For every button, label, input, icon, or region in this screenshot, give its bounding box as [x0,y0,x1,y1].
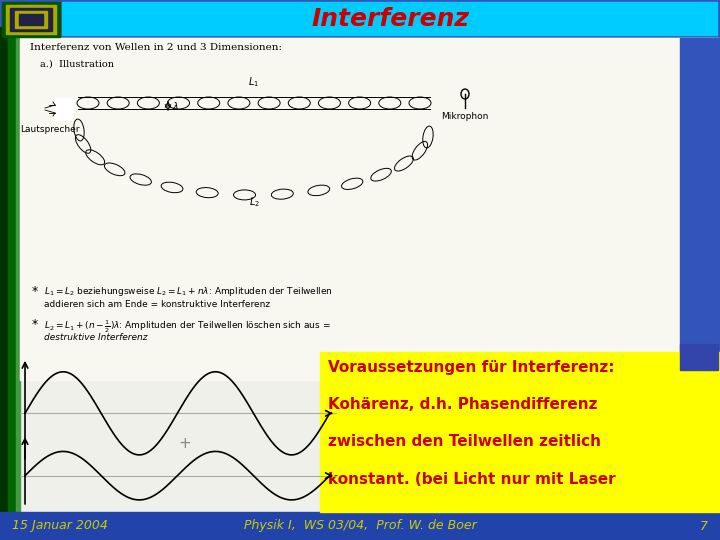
Bar [0,512,720,540]
Text: $\lambda$: $\lambda$ [172,100,179,112]
Text: Interferenz von Wellen in 2 und 3 Dimensionen:: Interferenz von Wellen in 2 und 3 Dimens… [30,43,282,52]
Text: *: * [32,318,38,331]
Bar [20,38,718,512]
Bar [20,38,720,380]
Text: Mikrophon: Mikrophon [441,112,489,121]
Text: $L_2 = L_1 + (n - \frac{1}{2})\lambda$: Amplituden der Teilwellen löschen sich a: $L_2 = L_1 + (n - \frac{1}{2})\lambda$: … [44,318,330,335]
Text: Lautsprecher: Lautsprecher [20,125,80,134]
Bar [8,27,16,512]
Text: $L_1$: $L_1$ [248,75,259,89]
Text: addieren sich am Ende = konstruktive Interferenz: addieren sich am Ende = konstruktive Int… [44,300,270,309]
Bar [2,2,60,37]
Text: destruktive Interferenz: destruktive Interferenz [44,333,148,342]
Text: zwischen den Teilwellen zeitlich: zwischen den Teilwellen zeitlich [328,434,601,449]
Bar [55,98,73,120]
Bar [320,352,720,512]
Text: Voraussetzungen für Interferenz:: Voraussetzungen für Interferenz: [328,360,614,375]
Bar [19,14,43,25]
Text: Physik I,  WS 03/04,  Prof. W. de Boer: Physik I, WS 03/04, Prof. W. de Boer [243,519,477,532]
Text: 7: 7 [700,519,708,532]
Text: konstant. (bei Licht nur mit Laser: konstant. (bei Licht nur mit Laser [328,471,616,487]
Text: Interferenz: Interferenz [311,7,469,31]
Text: +: + [179,436,192,451]
Bar [680,38,720,512]
Text: a.)  Illustration: a.) Illustration [40,60,114,69]
Bar [6,5,56,34]
Text: $L_1 = L_2$ beziehungsweise $L_2 = L_1 + n\lambda$: Amplituden der Teilwellen: $L_1 = L_2$ beziehungsweise $L_2 = L_1 +… [44,285,333,298]
Bar [0,27,8,512]
Text: 15 Januar 2004: 15 Januar 2004 [12,519,108,532]
Bar [16,27,20,512]
Bar [62,2,717,35]
Bar [10,8,52,31]
Text: $L_2$: $L_2$ [248,195,259,209]
Bar [15,11,47,28]
Bar [680,344,718,370]
Text: *: * [32,285,38,298]
Text: Kohärenz, d.h. Phasendifferenz: Kohärenz, d.h. Phasendifferenz [328,397,598,412]
